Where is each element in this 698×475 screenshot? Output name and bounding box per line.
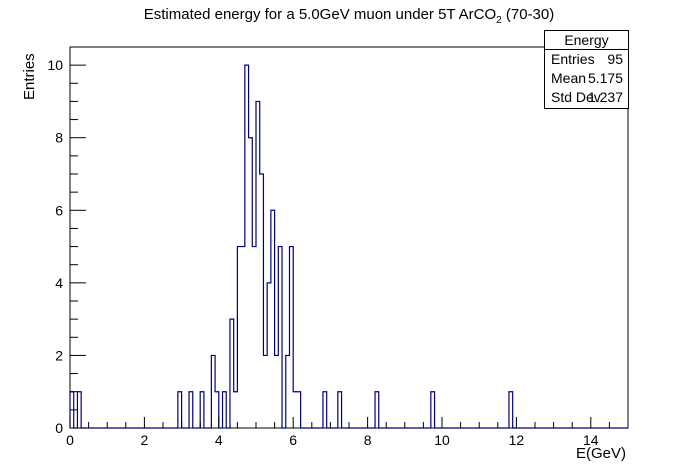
stats-row-entries: Entries 95 bbox=[545, 50, 628, 69]
y-axis-label: Entries bbox=[21, 53, 38, 100]
x-tick-label: 10 bbox=[434, 432, 450, 448]
y-tick-label: 2 bbox=[55, 347, 63, 363]
histogram-bin bbox=[286, 355, 290, 428]
stats-label: Mean bbox=[551, 70, 587, 86]
x-tick-label: 4 bbox=[215, 432, 223, 448]
chart-title-main: Estimated energy for a 5.0GeV muon under… bbox=[143, 6, 497, 23]
stats-row-stddev: Std Dev 1.237 bbox=[545, 88, 628, 107]
histogram-bars bbox=[69, 64, 628, 429]
histogram-bin bbox=[200, 392, 204, 428]
histogram-bin bbox=[237, 247, 241, 428]
histogram-bin bbox=[509, 392, 513, 428]
y-tick-label: 10 bbox=[47, 57, 63, 73]
y-tick-label: 6 bbox=[55, 202, 63, 218]
y-tick-label: 0 bbox=[55, 420, 63, 436]
stats-box-title: Energy bbox=[545, 31, 628, 50]
histogram-bin bbox=[249, 138, 253, 428]
y-tick-label: 8 bbox=[55, 130, 63, 146]
histogram-bin bbox=[245, 65, 249, 428]
histogram-bin bbox=[375, 392, 379, 428]
x-tick-label: 8 bbox=[364, 432, 372, 448]
chart-title-subscript: 2 bbox=[496, 15, 502, 26]
histogram-bin bbox=[263, 355, 267, 428]
histogram-bin bbox=[215, 392, 219, 428]
histogram-bin bbox=[252, 247, 256, 428]
histogram-bin bbox=[275, 355, 279, 428]
histogram-bin bbox=[230, 319, 234, 428]
histogram-bin bbox=[338, 392, 342, 428]
histogram-bin bbox=[189, 392, 193, 428]
histogram-bin bbox=[323, 392, 327, 428]
y-tick-label: 4 bbox=[55, 275, 63, 291]
stats-box: Energy Entries 95 Mean 5.175 Std Dev 1.2… bbox=[544, 30, 629, 109]
histogram-bin bbox=[178, 392, 182, 428]
histogram-bin bbox=[241, 247, 245, 428]
histogram-bin bbox=[289, 247, 293, 428]
x-tick-label: 12 bbox=[509, 432, 525, 448]
histogram-outline bbox=[69, 64, 628, 429]
stats-value: 95 bbox=[607, 51, 623, 67]
x-axis-label: E(GeV) bbox=[576, 445, 627, 462]
histogram-bin bbox=[297, 392, 301, 428]
histogram-bin bbox=[267, 283, 271, 428]
stats-row-mean: Mean 5.175 bbox=[545, 69, 628, 88]
histogram-bin bbox=[293, 392, 297, 428]
histogram-bin bbox=[431, 392, 435, 428]
stats-value: 1.237 bbox=[587, 89, 623, 105]
chart-title-tail: (70-30) bbox=[501, 6, 555, 23]
histogram-bin bbox=[234, 392, 238, 428]
histogram-bin bbox=[260, 174, 264, 428]
histogram-bin bbox=[223, 392, 227, 428]
x-tick-label: 0 bbox=[66, 432, 74, 448]
x-tick-label: 2 bbox=[141, 432, 149, 448]
x-tick-label: 6 bbox=[289, 432, 297, 448]
chart-title: Estimated energy for a 5.0GeV muon under… bbox=[0, 6, 698, 26]
stats-label: Std Dev bbox=[551, 89, 601, 105]
histogram-bin bbox=[278, 247, 282, 428]
stats-label: Entries bbox=[551, 51, 595, 67]
histogram-bin bbox=[256, 101, 260, 428]
stats-value: 5.175 bbox=[587, 70, 623, 86]
x-tick-label: 14 bbox=[583, 432, 599, 448]
axes: 0 2 4 6 8 10 12 14 0 2 4 6 8 10 bbox=[47, 46, 629, 448]
histogram-bin bbox=[211, 355, 215, 428]
histogram-bin bbox=[271, 210, 275, 428]
